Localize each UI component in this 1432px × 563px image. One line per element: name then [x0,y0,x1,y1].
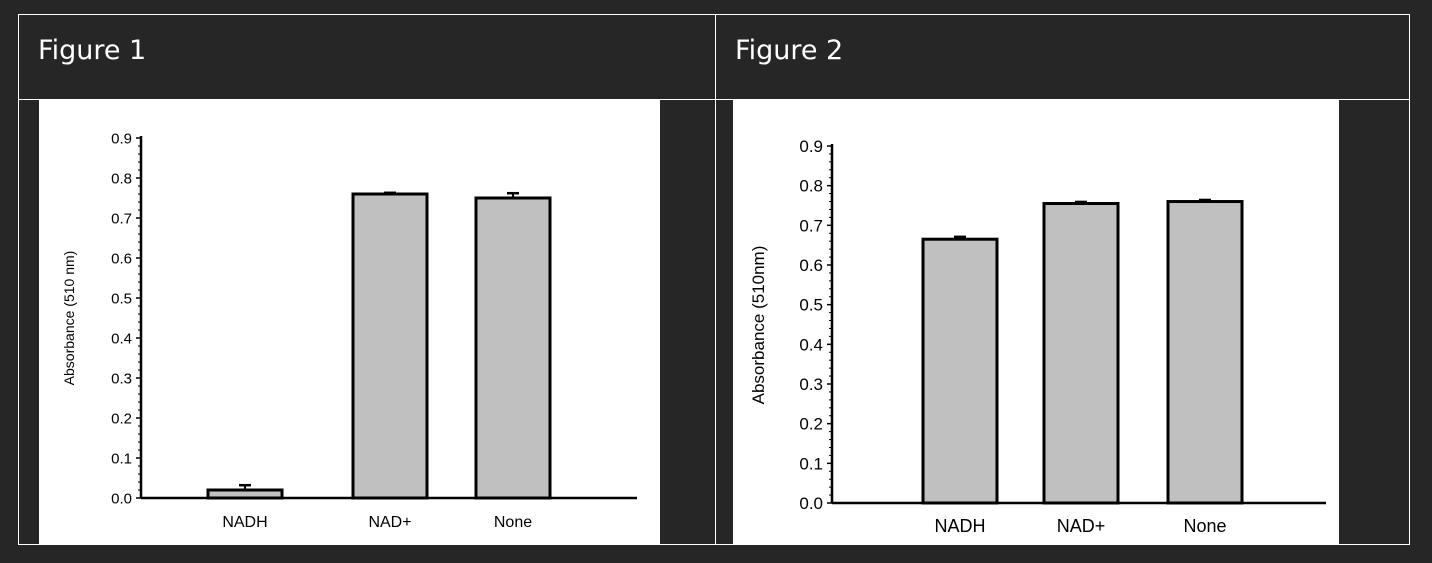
figure-2-y-tick-label: 0.5 [799,296,823,315]
figure-1-y-tick-label: 0.2 [111,410,132,427]
figure-2-y-tick-label: 0.3 [799,375,823,394]
figure-1-y-tick-label: 0.7 [111,210,132,227]
figure-2-category-label: NADH [934,516,985,536]
figure-1-category-label: NAD+ [368,514,411,531]
figure-1-bar-none [474,196,552,500]
figure-1-category-label: NADH [222,514,267,531]
figure-1-y-tick-label: 0.9 [111,130,132,147]
figure-2-y-tick-label: 0.1 [799,454,823,473]
figure-1-y-tick-label: 0.4 [111,330,132,347]
figure-1-y-tick-label: 0.8 [111,170,132,187]
figure-2-bar-none [1166,200,1244,505]
figure-1-title: Figure 1 [38,35,147,66]
figure-2-divider [716,99,1409,100]
figure-2-y-tick-label: 0.9 [799,137,823,156]
figure-2-category-label: None [1183,516,1226,536]
figure-2-cell: Figure 2 0.0 0.1 0.2 0.3 0.4 0.5 0.6 0.7 0.8 0.9 A… [715,14,1410,545]
figure-2-bar-nad-plus [1042,202,1120,505]
figure-2-category-label: NAD+ [1057,516,1106,536]
figure-1-plot-area: 0.0 0.1 0.2 0.3 0.4 0.5 0.6 0.7 0.8 0.9 Absorbance… [39,100,660,544]
figure-1-cell: Figure 1 0.0 0.1 0.2 0.3 0.4 0.5 0.6 0.7 0.8 0.9 A… [18,14,716,545]
figure-1-y-tick-label: 0.6 [111,250,132,267]
figure-2-y-axis-label: Absorbance (510nm) [749,246,768,405]
figure-2-plot-area: 0.0 0.1 0.2 0.3 0.4 0.5 0.6 0.7 0.8 0.9 Absorbance… [733,100,1339,544]
figure-2-y-tick-label: 0.6 [799,256,823,275]
figure-1-chart: 0.0 0.1 0.2 0.3 0.4 0.5 0.6 0.7 0.8 0.9 Absorbance… [61,130,637,531]
figure-1-bar-nad-plus [351,192,429,500]
figure-2-title: Figure 2 [735,35,844,66]
figure-2-y-tick-label: 0.2 [799,415,823,434]
figure-1-divider [19,99,715,100]
figure-1-category-label: None [494,514,532,531]
figure-2-y-tick-label: 0.0 [799,494,823,513]
figure-2-chart: 0.0 0.1 0.2 0.3 0.4 0.5 0.6 0.7 0.8 0.9 Absorbance… [749,137,1326,536]
figure-1-bar-nadh [206,488,284,500]
figure-1-y-tick-label: 0.1 [111,450,132,467]
figure-1-y-axis-label: Absorbance (510 nm) [61,251,77,386]
figure-2-bar-nadh [921,237,999,505]
figure-2-y-tick-label: 0.8 [799,177,823,196]
figure-1-y-tick-label: 0.5 [111,290,132,307]
figure-2-y-tick-label: 0.4 [799,335,823,354]
figure-1-y-tick-label: 0.3 [111,370,132,387]
figure-1-y-tick-label: 0.0 [111,490,132,507]
figure-2-y-tick-label: 0.7 [799,216,823,235]
